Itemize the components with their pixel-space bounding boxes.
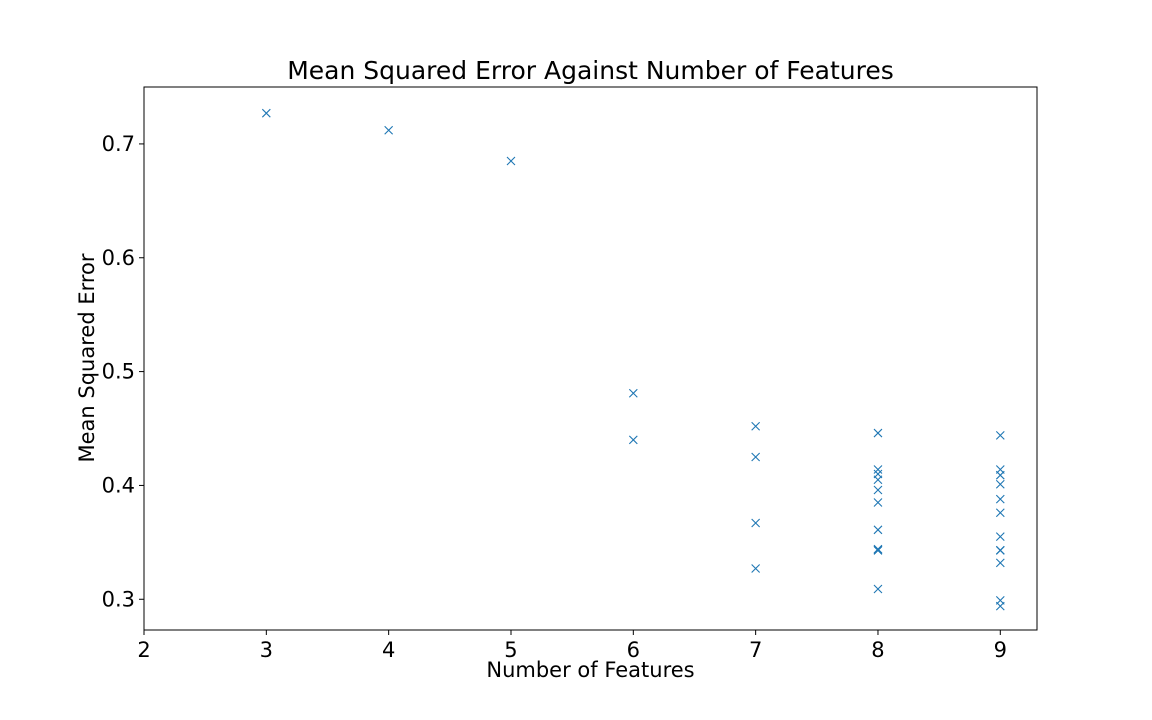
data-point	[628, 388, 638, 398]
data-point	[995, 494, 1005, 504]
data-point	[751, 452, 761, 462]
x-axis-ticks: 2 3 4 5 6 7 8 9	[137, 630, 1007, 662]
data-point	[751, 518, 761, 528]
data-point	[751, 421, 761, 431]
x-tick-label: 2	[137, 638, 150, 662]
data-point	[995, 558, 1005, 568]
data-point	[873, 498, 883, 507]
data-point	[506, 156, 516, 166]
x-tick-label: 4	[382, 638, 395, 662]
data-point	[751, 564, 761, 573]
x-axis-label: Number of Features	[486, 658, 694, 682]
data-point	[995, 430, 1005, 440]
data-point	[873, 545, 883, 555]
data-point	[384, 125, 394, 135]
y-tick-label: 0.7	[102, 132, 135, 156]
y-tick-label: 0.5	[102, 360, 135, 384]
y-tick-label: 0.3	[102, 587, 135, 611]
data-point	[995, 601, 1005, 611]
data-point	[261, 108, 271, 118]
data-point	[995, 545, 1005, 555]
data-point	[873, 428, 883, 438]
data-point	[628, 435, 638, 445]
data-point	[873, 544, 883, 554]
plot-area-frame	[143, 86, 1038, 631]
data-point	[873, 475, 883, 485]
data-point	[873, 584, 883, 594]
x-tick-label: 8	[871, 638, 884, 662]
y-tick-label: 0.6	[102, 246, 135, 270]
data-point	[873, 525, 883, 535]
data-point	[995, 470, 1005, 480]
x-tick-label: 5	[504, 638, 517, 662]
data-points	[261, 108, 1005, 611]
x-tick-label: 3	[260, 638, 273, 662]
chart-title: Mean Squared Error Against Number of Fea…	[287, 56, 894, 85]
x-tick-label: 6	[627, 638, 640, 662]
x-tick-label: 7	[749, 638, 762, 662]
data-point	[995, 508, 1005, 518]
x-tick-label: 9	[994, 638, 1007, 662]
data-point	[873, 485, 883, 495]
y-tick-label: 0.4	[102, 473, 135, 497]
y-axis-label: Mean Squared Error	[75, 253, 99, 462]
y-axis-ticks: 0.3 0.4 0.5 0.6 0.7	[102, 132, 144, 611]
data-point	[995, 532, 1005, 542]
data-point	[873, 465, 883, 474]
data-point	[995, 479, 1005, 489]
